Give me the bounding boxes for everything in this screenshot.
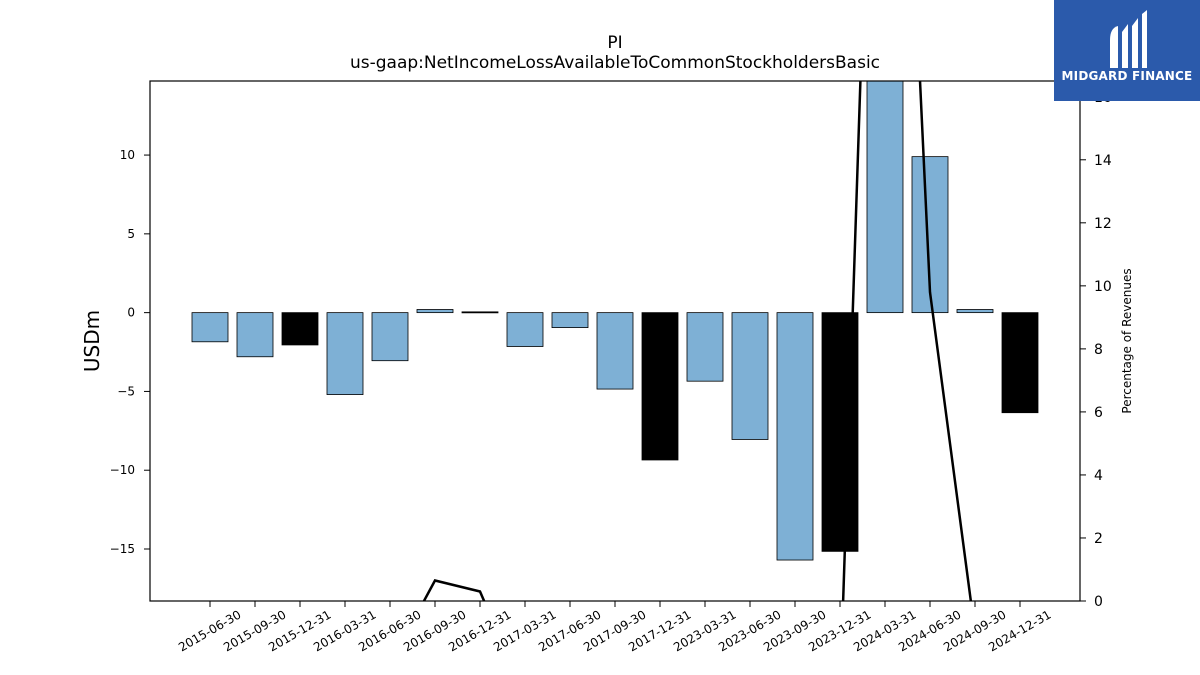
y2-tick-label: 14 (1094, 153, 1112, 169)
chart-title: PI (607, 33, 622, 53)
right-axis-label: Percentage of Revenues (1120, 268, 1134, 413)
y2-tick-label: 0 (1094, 594, 1103, 610)
brand-name: MIDGARD FINANCE (1061, 69, 1193, 83)
bar-2016-03-31 (326, 312, 364, 395)
bar-2016-06-30 (371, 312, 409, 362)
right-axis-ticks: 0246810121416 (1080, 90, 1112, 610)
y2-tick-label: 12 (1094, 216, 1112, 232)
y2-tick-label: 4 (1094, 468, 1103, 484)
bar-2015-12-31 (281, 312, 319, 346)
bar-2023-06-30 (731, 312, 769, 440)
bar-2017-03-31 (506, 312, 544, 347)
bar-2024-09-30 (956, 309, 994, 314)
chart-subtitle: us-gaap:NetIncomeLossAvailableToCommonSt… (350, 53, 880, 73)
x-axis-ticks: 2015-06-302015-09-302015-12-312016-03-31… (176, 601, 1054, 654)
y-tick-label: 10 (120, 148, 135, 162)
brand-logo: MIDGARD FINANCE (1054, 0, 1200, 101)
y-tick-label: 0 (127, 306, 135, 320)
bar-2015-06-30 (191, 312, 229, 343)
bar-2017-09-30 (596, 312, 634, 390)
bar-2015-09-30 (236, 312, 274, 358)
percentage-line-segment (422, 579, 486, 601)
bar-2017-12-31 (641, 312, 679, 461)
y2-tick-label: 6 (1094, 405, 1103, 421)
bar-2016-12-31 (461, 311, 499, 314)
bar-2017-06-30 (551, 312, 589, 329)
bar-2023-03-31 (686, 312, 724, 382)
logo-mark-icon (1110, 10, 1147, 68)
bar-group (191, 80, 1039, 561)
y2-tick-label: 2 (1094, 531, 1103, 547)
y-tick-label: −15 (110, 542, 135, 556)
percentage-line-group (422, 81, 973, 601)
bar-2023-09-30 (776, 312, 814, 561)
left-axis-label: USDm (80, 310, 104, 372)
bar-2016-09-30 (416, 309, 454, 314)
percentage-line-segment (841, 81, 973, 601)
bar-2024-03-31 (866, 80, 904, 314)
bar-2024-12-31 (1001, 312, 1039, 414)
y-tick-label: −10 (110, 463, 135, 477)
y2-tick-label: 8 (1094, 342, 1103, 358)
y2-tick-label: 10 (1094, 279, 1112, 295)
left-axis-ticks: −15 −10 −5 0 5 10 (110, 148, 150, 556)
y-tick-label: 5 (127, 227, 135, 241)
y-tick-label: −5 (117, 384, 135, 398)
